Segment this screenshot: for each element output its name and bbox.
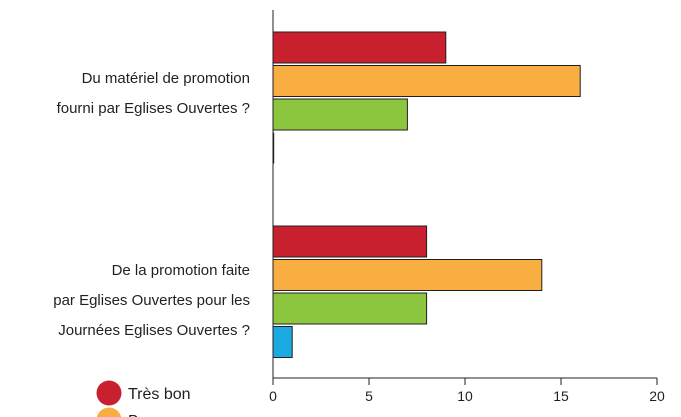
x-tick-label: 15 [553, 388, 569, 404]
bar [272, 98, 408, 131]
bar [272, 65, 581, 97]
x-tick-label: 10 [457, 388, 473, 404]
bar [272, 225, 428, 258]
category-label-line: De la promotion faite [112, 262, 250, 279]
x-tick-label: 5 [365, 388, 373, 404]
category-label-line: Du matériel de promotion [82, 70, 250, 87]
bar [272, 292, 428, 325]
bars-group [272, 31, 581, 358]
legend: Très bon Bon [96, 380, 191, 417]
category-labels: Du matériel de promotion fourni par Eglis… [53, 70, 250, 339]
bar [272, 259, 543, 291]
legend-swatch [96, 380, 122, 406]
x-tick-label: 0 [269, 388, 277, 404]
legend-label: Très bon [128, 386, 191, 403]
category-label-line: fourni par Eglises Ouvertes ? [57, 100, 250, 117]
bar [272, 31, 447, 64]
bar [272, 326, 293, 358]
category-label-line: Journées Eglises Ouvertes ? [58, 322, 250, 339]
x-tick-label: 20 [649, 388, 665, 404]
bar [273, 132, 275, 164]
legend-swatch [96, 407, 122, 417]
x-axis: 0 5 10 15 20 [269, 10, 665, 404]
legend-label: Bon [128, 413, 156, 417]
category-label-line: par Eglises Ouvertes pour les [53, 292, 250, 309]
